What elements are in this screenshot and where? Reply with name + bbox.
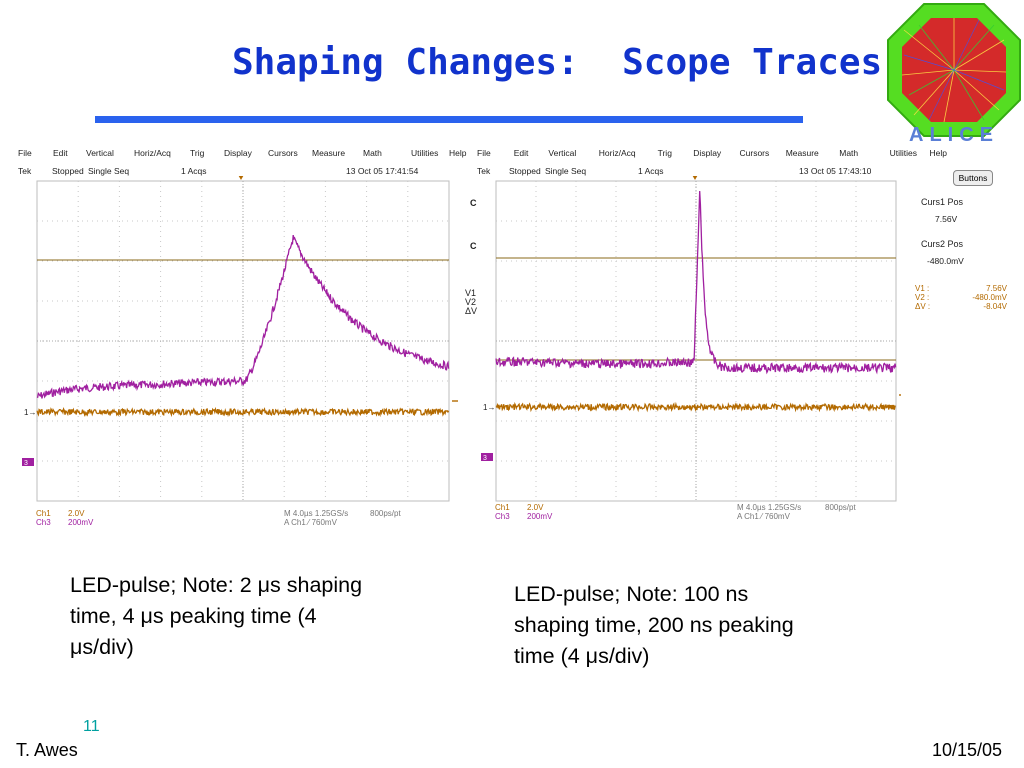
readout-value: 7.56V — [986, 284, 1007, 293]
trigger-position-marker — [238, 176, 244, 180]
menu-item-math[interactable]: Math — [363, 148, 382, 158]
status-brand: Tek — [477, 166, 491, 176]
menu-item-help[interactable]: Help — [449, 148, 467, 158]
ch1-scale: 2.0V — [68, 509, 85, 518]
ch3-trace — [36, 234, 450, 399]
menu-item-cursors[interactable]: Cursors — [268, 148, 298, 158]
v1-label: V1 — [465, 288, 477, 298]
curs2-value: -480.0mV — [927, 256, 964, 266]
ch3-scale: 200mV — [527, 512, 553, 521]
title-underline — [95, 116, 803, 123]
ch1-scale: 2.0V — [527, 503, 544, 512]
menu-item-file[interactable]: File — [18, 148, 32, 158]
ch3-label: Ch3 — [495, 512, 510, 521]
ch3-trace — [495, 190, 897, 375]
buttons-button[interactable]: Buttons — [953, 170, 993, 186]
readout-key: ΔV : — [915, 302, 931, 311]
readout-key: V1 : — [915, 284, 930, 293]
cursor1-marker: C — [470, 198, 477, 208]
ch1-label: Ch1 — [36, 509, 51, 518]
status-timestamp: 13 Oct 05 17:43:10 — [799, 166, 872, 176]
menu-item-cursors[interactable]: Cursors — [739, 148, 770, 158]
ch1-level-marker: 1→ — [24, 408, 36, 417]
readout-value: -480.0mV — [972, 293, 1007, 302]
status-mode: Single Seq — [545, 166, 587, 176]
menu-item-utilities[interactable]: Utilities — [889, 148, 918, 158]
timebase: M 4.0µs 1.25GS/s — [284, 509, 349, 518]
ch3-label: Ch3 — [36, 518, 51, 527]
curs2-title: Curs2 Pos — [921, 239, 964, 249]
status-acqs: 1 Acqs — [638, 166, 664, 176]
readout-key: V2 : — [915, 293, 930, 302]
menu-item-vertical[interactable]: Vertical — [86, 148, 114, 158]
alice-logo: ALICE — [887, 3, 1021, 142]
caption-line: LED-pulse; Note: 2 μs shaping — [70, 573, 363, 597]
timebase: M 4.0µs 1.25GS/s — [737, 503, 802, 512]
menu-item-horizacq[interactable]: Horiz/Acq — [598, 148, 636, 158]
logo-text: ALICE — [909, 124, 999, 142]
menu-item-vertical[interactable]: Vertical — [548, 148, 577, 158]
caption-line: LED-pulse; Note: 100 ns — [514, 582, 749, 606]
ch3-level-marker — [22, 458, 34, 466]
curs1-title: Curs1 Pos — [921, 197, 964, 207]
cursor2-marker: C — [470, 241, 477, 251]
ch1-level-marker: 1→ — [483, 403, 495, 412]
status-timestamp: 13 Oct 05 17:41:54 — [346, 166, 419, 176]
ch1-trace — [495, 401, 896, 413]
trigger-setting: A Ch1 ⁄ 760mV — [284, 518, 337, 527]
ch3-level-marker — [481, 453, 493, 461]
readout-row: ΔV : -8.04V — [915, 302, 1007, 311]
trigger-setting: A Ch1 ⁄ 760mV — [737, 512, 790, 521]
status-brand: Tek — [18, 166, 32, 176]
menu-item-trig[interactable]: Trig — [190, 148, 205, 158]
buttons-label: Buttons — [958, 173, 988, 183]
ch1-label: Ch1 — [495, 503, 510, 512]
footer-date: 10/15/05 — [932, 740, 1003, 760]
slide-title: Shaping Changes: Scope Traces — [232, 42, 883, 83]
curs1-value: 7.56V — [935, 214, 958, 224]
menu-item-measure[interactable]: Measure — [312, 148, 346, 158]
scope-plot-right: 1→ 3 — [481, 176, 901, 502]
menu-item-display[interactable]: Display — [693, 148, 722, 158]
readout-value: -8.04V — [983, 302, 1007, 311]
ch1-trace — [36, 406, 450, 418]
page-number: 11 — [83, 718, 100, 735]
status-state: Stopped — [52, 166, 84, 176]
caption-line: μs/div) — [70, 635, 134, 659]
dv-label: ΔV — [465, 306, 478, 316]
menu-item-file[interactable]: File — [477, 148, 491, 158]
resolution: 800ps/pt — [370, 509, 401, 518]
menu-item-measure[interactable]: Measure — [785, 148, 819, 158]
menu-item-edit[interactable]: Edit — [513, 148, 529, 158]
scope-screenshot-right: File Edit Vertical Horiz/Acq Trig Display Curs… — [465, 146, 1007, 528]
menu-item-edit[interactable]: Edit — [53, 148, 68, 158]
ch3-level-label: 3 — [24, 460, 28, 467]
caption-right: LED-pulse; Note: 100 ns shaping time, 20… — [514, 579, 794, 672]
menu-item-trig[interactable]: Trig — [657, 148, 672, 158]
readout-row: V1 : 7.56V — [915, 284, 1007, 293]
status-mode: Single Seq — [88, 166, 130, 176]
scope-plot-left: 1→ 3 — [22, 176, 458, 502]
caption-line: shaping time, 200 ns peaking — [514, 613, 794, 637]
menu-item-help[interactable]: Help — [929, 148, 948, 158]
ch3-level-label: 3 — [483, 455, 487, 462]
caption-left: LED-pulse; Note: 2 μs shaping time, 4 μs… — [70, 570, 362, 663]
v2-label: V2 — [465, 297, 477, 307]
readout-row: V2 : -480.0mV — [915, 293, 1007, 302]
resolution: 800ps/pt — [825, 503, 856, 512]
menu-item-display[interactable]: Display — [224, 148, 252, 158]
trigger-position-marker — [692, 176, 698, 180]
ch3-scale: 200mV — [68, 518, 94, 527]
caption-line: time (4 μs/div) — [514, 644, 650, 668]
caption-line: time, 4 μs peaking time (4 — [70, 604, 317, 628]
status-state: Stopped — [509, 166, 541, 176]
footer-author: T. Awes — [16, 740, 78, 760]
menu-item-math[interactable]: Math — [839, 148, 859, 158]
menu-item-horizacq[interactable]: Horiz/Acq — [134, 148, 171, 158]
status-acqs: 1 Acqs — [181, 166, 207, 176]
scope-screenshot-left: File Edit Vertical Horiz/Acq Trig Display Curs… — [18, 146, 466, 528]
menu-item-utilities[interactable]: Utilities — [411, 148, 439, 158]
